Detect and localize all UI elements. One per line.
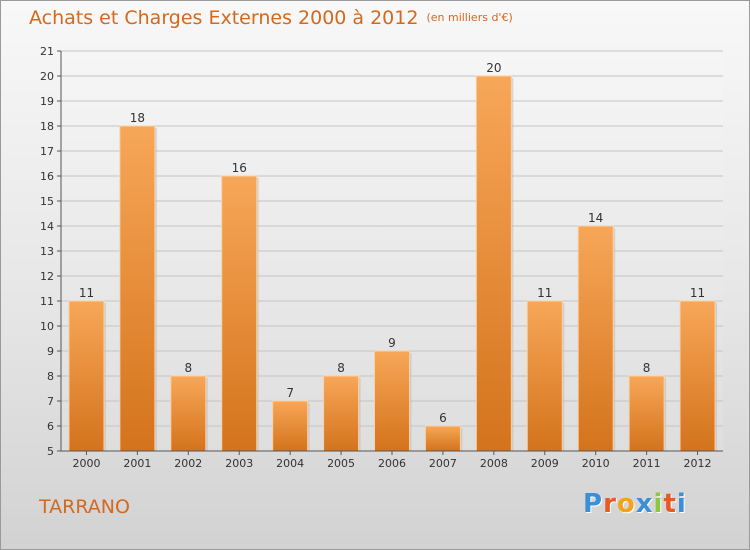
- bar: [424, 425, 461, 452]
- logo-letter: r: [603, 489, 617, 519]
- x-tick-label: 2005: [327, 457, 355, 470]
- bar: [374, 350, 410, 452]
- data-label: 16: [232, 161, 247, 175]
- x-tick-label: 2004: [276, 457, 304, 470]
- x-tick-label: 2010: [582, 457, 610, 470]
- bar: [577, 225, 614, 452]
- bar: [628, 375, 665, 452]
- y-tick-label: 5: [47, 445, 54, 458]
- bar: [119, 125, 156, 452]
- bar: [679, 300, 716, 452]
- location-name: TARRANO: [39, 496, 130, 518]
- data-label: 20: [486, 61, 501, 75]
- x-tick-label: 2001: [123, 457, 151, 470]
- x-tick-label: 2006: [378, 457, 406, 470]
- x-tick-label: 2003: [225, 457, 253, 470]
- logo-letter: t: [663, 489, 677, 519]
- y-tick-label: 16: [40, 170, 54, 183]
- y-tick-label: 11: [40, 295, 54, 308]
- chart-title: Achats et Charges Externes 2000 à 2012: [29, 7, 419, 29]
- bar: [68, 300, 105, 452]
- data-label: 14: [588, 211, 603, 225]
- logo-letter: x: [635, 489, 654, 519]
- y-tick-label: 14: [40, 220, 54, 233]
- data-label: 11: [537, 286, 552, 300]
- y-tick-label: 13: [40, 245, 54, 258]
- chart-subtitle: (en milliers d'€): [426, 11, 513, 24]
- proxiti-logo[interactable]: Proxiti: [583, 489, 687, 519]
- x-tick-label: 2000: [72, 457, 100, 470]
- x-tick-label: 2012: [684, 457, 712, 470]
- x-tick-label: 2009: [531, 457, 559, 470]
- bar: [526, 300, 563, 452]
- x-tick-label: 2008: [480, 457, 508, 470]
- y-tick-label: 12: [40, 270, 54, 283]
- data-label: 18: [130, 111, 145, 125]
- data-label: 6: [439, 411, 447, 425]
- data-label: 8: [643, 361, 651, 375]
- data-label: 8: [184, 361, 192, 375]
- y-tick-label: 20: [40, 70, 54, 83]
- y-tick-label: 21: [40, 45, 54, 58]
- data-label: 11: [79, 286, 94, 300]
- y-tick-label: 17: [40, 145, 54, 158]
- y-tick-label: 6: [47, 420, 54, 433]
- chart-title-block: Achats et Charges Externes 2000 à 2012 (e…: [29, 7, 513, 29]
- logo-letter: i: [676, 489, 687, 519]
- y-tick-label: 19: [40, 95, 54, 108]
- y-tick-label: 10: [40, 320, 54, 333]
- x-tick-label: 2007: [429, 457, 457, 470]
- y-tick-label: 15: [40, 195, 54, 208]
- data-label: 8: [337, 361, 345, 375]
- data-label: 11: [690, 286, 705, 300]
- bar: [323, 375, 360, 452]
- bar: [170, 375, 207, 452]
- logo-letter: o: [616, 489, 636, 519]
- y-tick-label: 18: [40, 120, 54, 133]
- x-tick-label: 2011: [633, 457, 661, 470]
- logo-letter: P: [583, 489, 604, 519]
- x-tick-label: 2002: [174, 457, 202, 470]
- logo-letter: i: [653, 489, 664, 519]
- data-label: 9: [388, 336, 396, 350]
- y-tick-label: 9: [47, 345, 54, 358]
- bar: [221, 175, 258, 452]
- data-label: 7: [286, 386, 294, 400]
- bar: [475, 75, 512, 452]
- y-tick-label: 7: [47, 395, 54, 408]
- bar: [272, 400, 309, 452]
- y-tick-label: 8: [47, 370, 54, 383]
